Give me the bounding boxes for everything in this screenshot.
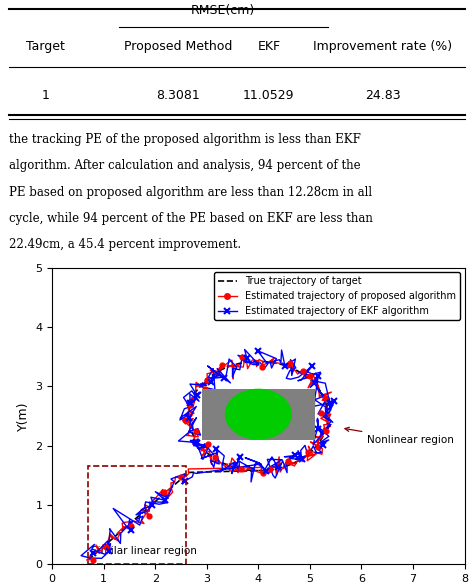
Y-axis label: Y(m): Y(m) — [17, 401, 30, 431]
Text: algorithm. After calculation and analysis, 94 percent of the: algorithm. After calculation and analysi… — [9, 159, 361, 172]
Text: PE based on proposed algorithm are less than 12.28cm in all: PE based on proposed algorithm are less … — [9, 186, 373, 199]
Bar — [88, 466, 186, 564]
Text: EKF: EKF — [257, 39, 281, 52]
Text: cycle, while 94 percent of the PE based on EKF are less than: cycle, while 94 percent of the PE based … — [9, 212, 373, 225]
Text: 1: 1 — [42, 89, 50, 102]
Bar — [201, 389, 315, 440]
Text: 8.3081: 8.3081 — [156, 89, 200, 102]
Legend: True trajectory of target, Estimated trajectory of proposed algorithm, Estimated: True trajectory of target, Estimated tra… — [214, 272, 460, 320]
Text: 22.49cm, a 45.4 percent improvement.: 22.49cm, a 45.4 percent improvement. — [9, 238, 242, 251]
Ellipse shape — [225, 389, 292, 440]
Text: the tracking PE of the proposed algorithm is less than EKF: the tracking PE of the proposed algorith… — [9, 133, 361, 146]
Text: Similar linear region: Similar linear region — [91, 546, 197, 556]
Text: 11.0529: 11.0529 — [243, 89, 295, 102]
Text: Nonlinear region: Nonlinear region — [345, 427, 454, 445]
Text: Proposed Method: Proposed Method — [124, 39, 232, 52]
Text: RMSE(cm): RMSE(cm) — [191, 4, 255, 18]
Text: Target: Target — [27, 39, 65, 52]
Text: Improvement rate (%): Improvement rate (%) — [313, 39, 452, 52]
Text: 24.83: 24.83 — [365, 89, 401, 102]
